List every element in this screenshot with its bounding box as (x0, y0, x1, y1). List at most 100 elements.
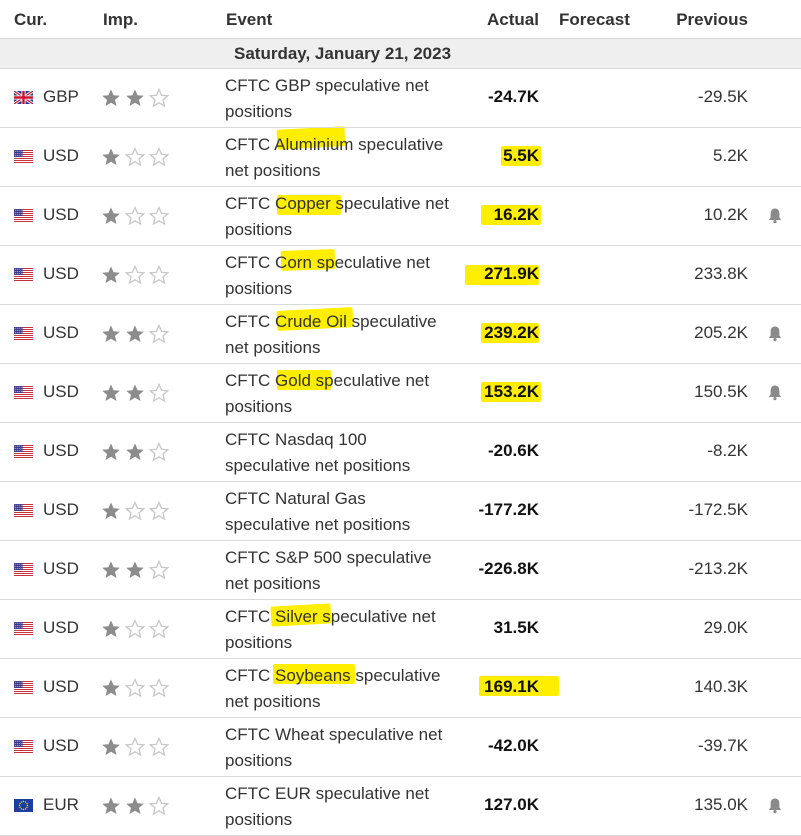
importance-stars (101, 264, 173, 285)
event-name-line2: net positions (225, 574, 321, 593)
table-row[interactable]: USD CFTC S&P 500 speculative net positions… (0, 541, 801, 600)
event-name[interactable]: CFTC Crude Oil speculative net positions (225, 309, 470, 361)
previous-value: 140.3K (694, 677, 748, 696)
table-row[interactable]: USD CFTC Copper speculative net positions 1… (0, 187, 801, 246)
date-row: Saturday, January 21, 2023 (0, 39, 801, 69)
event-name[interactable]: CFTC GBP speculative net positions (225, 73, 470, 125)
star-empty-icon (148, 736, 170, 757)
actual-value: -42.0K (487, 736, 539, 755)
table-row[interactable]: EUR CFTC EUR speculative net positions 127.… (0, 777, 801, 836)
star-filled-icon (101, 796, 121, 816)
star-empty-icon (148, 795, 170, 816)
importance-stars (101, 736, 173, 757)
us-flag-icon (14, 740, 33, 753)
star-empty-icon (148, 146, 170, 167)
event-name-line2: positions (225, 220, 293, 239)
header-currency[interactable]: Cur. (14, 10, 48, 29)
event-name[interactable]: CFTC Aluminium speculative net positions (225, 132, 470, 184)
event-name-line2: net positions (225, 338, 321, 357)
star-empty-icon (124, 677, 146, 698)
currency-code: USD (43, 677, 79, 696)
table-row[interactable]: USD CFTC Silver speculative net positions 3… (0, 600, 801, 659)
currency-code: USD (43, 205, 79, 224)
table-row[interactable]: USD CFTC Natural Gas speculative net posit… (0, 482, 801, 541)
event-name[interactable]: CFTC Copper speculative net positions (225, 191, 470, 243)
currency-code: USD (43, 559, 79, 578)
header-actual[interactable]: Actual (487, 10, 539, 29)
header-importance[interactable]: Imp. (103, 10, 138, 29)
event-name-line2: positions (225, 102, 293, 121)
star-empty-icon (124, 264, 146, 285)
table-row[interactable]: USD CFTC Crude Oil speculative net positio… (0, 305, 801, 364)
star-empty-icon (124, 618, 146, 639)
actual-value: 153.2K (484, 382, 539, 401)
table-row[interactable]: USD CFTC Aluminium speculative net positio… (0, 128, 801, 187)
previous-value: -39.7K (697, 736, 748, 755)
us-flag-icon (14, 327, 33, 340)
actual-value: 31.5K (493, 618, 539, 637)
us-flag-icon (14, 504, 33, 517)
event-name[interactable]: CFTC Nasdaq 100 speculative net positions (225, 427, 470, 479)
event-name-line2: positions (225, 633, 293, 652)
event-name[interactable]: CFTC S&P 500 speculative net positions (225, 545, 470, 597)
bell-icon[interactable] (767, 207, 783, 224)
event-name-line1: CFTC Aluminium speculative (225, 135, 444, 154)
previous-value: -172.5K (688, 500, 748, 519)
event-name-line1: CFTC Nasdaq 100 (225, 430, 367, 449)
event-name-line1: CFTC Silver speculative net (225, 607, 436, 626)
star-empty-icon (148, 441, 170, 462)
star-filled-icon (101, 206, 121, 226)
event-name[interactable]: CFTC EUR speculative net positions (225, 781, 470, 833)
importance-stars (101, 500, 173, 521)
star-empty-icon (148, 87, 170, 108)
actual-value: 5.5K (503, 146, 539, 165)
star-filled-icon (125, 383, 145, 403)
event-name[interactable]: CFTC Natural Gas speculative net position… (225, 486, 470, 538)
event-name-line2: speculative net positions (225, 456, 411, 475)
highlight-marker (481, 205, 541, 225)
star-filled-icon (101, 737, 121, 757)
event-name[interactable]: CFTC Silver speculative net positions (225, 604, 470, 656)
star-filled-icon (125, 560, 145, 580)
importance-stars (101, 559, 173, 580)
importance-stars (101, 618, 173, 639)
actual-value: 16.2K (493, 205, 539, 224)
event-name[interactable]: CFTC Gold speculative net positions (225, 368, 470, 420)
importance-stars (101, 87, 173, 108)
star-empty-icon (124, 500, 146, 521)
event-name[interactable]: CFTC Corn speculative net positions (225, 250, 470, 302)
star-empty-icon (124, 736, 146, 757)
star-empty-icon (148, 559, 170, 580)
actual-value: 271.9K (484, 264, 539, 283)
previous-value: 135.0K (694, 795, 748, 814)
actual-value: -20.6K (487, 441, 539, 460)
header-forecast[interactable]: Forecast (559, 10, 630, 29)
table-row[interactable]: USD CFTC Wheat speculative net positions -4… (0, 718, 801, 777)
previous-value: -29.5K (697, 87, 748, 106)
bell-icon[interactable] (767, 797, 783, 814)
previous-value: 10.2K (703, 205, 748, 224)
star-filled-icon (101, 265, 121, 285)
bell-icon[interactable] (767, 325, 783, 342)
event-name-line1: CFTC Natural Gas (225, 489, 366, 508)
table-row[interactable]: GBP CFTC GBP speculative net positions -24.… (0, 69, 801, 128)
table-row[interactable]: USD CFTC Gold speculative net positions 153… (0, 364, 801, 423)
header-event[interactable]: Event (226, 10, 273, 29)
event-name-line2: speculative net positions (225, 515, 411, 534)
star-empty-icon (124, 146, 146, 167)
table-row[interactable]: USD CFTC Nasdaq 100 speculative net positi… (0, 423, 801, 482)
event-name-line1: CFTC Corn speculative net (225, 253, 431, 272)
highlight-marker (481, 323, 539, 343)
event-name-line1: CFTC S&P 500 speculative (225, 548, 432, 567)
header-previous[interactable]: Previous (676, 10, 748, 29)
star-filled-icon (125, 324, 145, 344)
table-row[interactable]: USD CFTC Soybeans speculative net position… (0, 659, 801, 718)
actual-value: -226.8K (478, 559, 539, 578)
table-row[interactable]: USD CFTC Corn speculative net positions 271… (0, 246, 801, 305)
actual-value: 127.0K (484, 795, 539, 814)
event-name-line2: positions (225, 751, 293, 770)
event-name[interactable]: CFTC Soybeans speculative net positions (225, 663, 470, 715)
event-name[interactable]: CFTC Wheat speculative net positions (225, 722, 470, 774)
bell-icon[interactable] (767, 384, 783, 401)
event-name-line2: positions (225, 810, 293, 829)
